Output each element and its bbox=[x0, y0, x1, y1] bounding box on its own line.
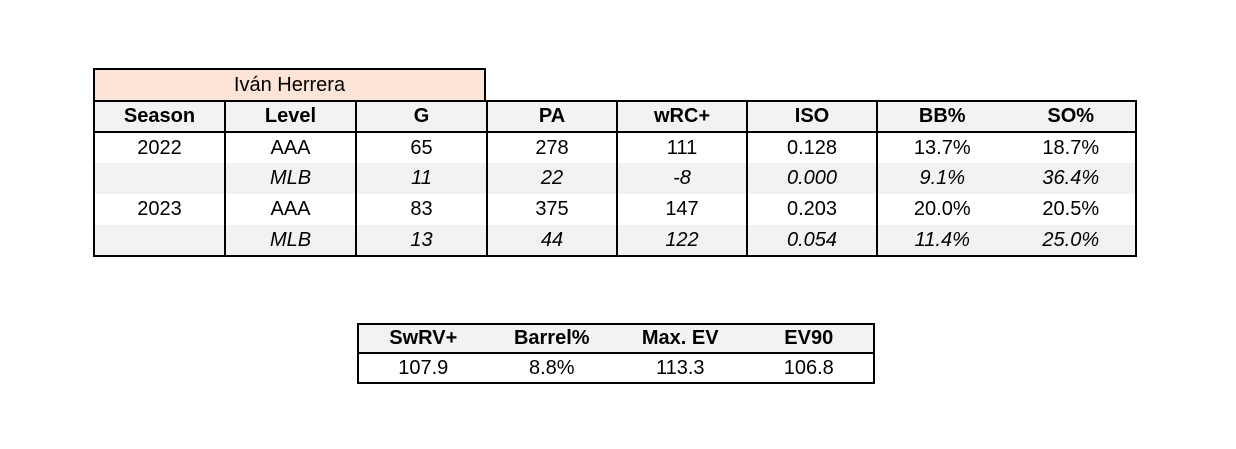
column-header-pa: PA bbox=[486, 100, 618, 133]
batted-ball-value-cell: 107.9 8.8% 113.3 106.8 bbox=[358, 353, 874, 383]
value-swrv: 107.9 bbox=[398, 356, 449, 379]
cell-iso: 0.203 bbox=[746, 194, 878, 225]
cell-so: 36.4% bbox=[1042, 167, 1100, 189]
cell-so: 20.5% bbox=[1042, 198, 1100, 220]
cell-wrcplus: 147 bbox=[616, 194, 748, 225]
cell-g: 11 bbox=[355, 163, 488, 194]
batted-ball-table: SwRV+ Barrel% Max. EV EV90 107.9 8.8% 11… bbox=[357, 323, 875, 384]
cell-iso: 0.128 bbox=[746, 132, 878, 163]
cell-so: 25.0% bbox=[1042, 228, 1100, 251]
cell-bb-so: 20.0% 20.5% bbox=[876, 194, 1137, 225]
cell-pa: 22 bbox=[486, 163, 618, 194]
cell-iso: 0.054 bbox=[746, 225, 878, 256]
column-header-bb: BB% bbox=[918, 105, 966, 127]
column-header-season: Season bbox=[93, 100, 226, 133]
column-header-so: SO% bbox=[1047, 105, 1095, 127]
cell-so: 18.7% bbox=[1042, 136, 1100, 159]
column-header-level: Level bbox=[224, 100, 357, 133]
batted-ball-table-container: SwRV+ Barrel% Max. EV EV90 107.9 8.8% 11… bbox=[357, 323, 875, 384]
column-header-ev90: EV90 bbox=[784, 327, 834, 349]
player-stats-table-container: Season Level G PA wRC+ ISO BB% SO% 2022 … bbox=[93, 100, 1137, 257]
value-barrel: 8.8% bbox=[528, 356, 575, 379]
table-row: 2022 AAA 65 278 111 0.128 13.7% 18.7% bbox=[93, 132, 1137, 163]
cell-g: 83 bbox=[355, 194, 488, 225]
cell-level: AAA bbox=[224, 194, 357, 225]
cell-season: 2023 bbox=[93, 194, 226, 225]
player-name-title: Iván Herrera bbox=[93, 68, 486, 100]
column-header-wrcplus: wRC+ bbox=[616, 100, 748, 133]
cell-season bbox=[93, 163, 226, 194]
cell-iso: 0.000 bbox=[746, 163, 878, 194]
column-header-iso: ISO bbox=[746, 100, 878, 133]
player-name-label: Iván Herrera bbox=[233, 73, 346, 96]
value-ev90: 106.8 bbox=[783, 356, 834, 379]
column-header-bb-so: BB% SO% bbox=[876, 100, 1137, 133]
cell-g: 65 bbox=[355, 132, 488, 163]
column-header-g: G bbox=[355, 100, 488, 133]
cell-wrcplus: 111 bbox=[616, 132, 748, 163]
cell-season: 2022 bbox=[93, 132, 226, 163]
batted-ball-header-cell: SwRV+ Barrel% Max. EV EV90 bbox=[357, 323, 875, 354]
column-header-barrel: Barrel% bbox=[513, 327, 590, 349]
cell-bb: 9.1% bbox=[919, 167, 966, 189]
column-header-swrv: SwRV+ bbox=[389, 327, 458, 349]
cell-level: MLB bbox=[224, 163, 357, 194]
cell-level: AAA bbox=[224, 132, 357, 163]
cell-bb: 20.0% bbox=[913, 198, 971, 220]
table-row: 107.9 8.8% 113.3 106.8 bbox=[358, 353, 874, 383]
cell-season bbox=[93, 225, 226, 256]
table-row: 2023 AAA 83 375 147 0.203 20.0% 20.5% bbox=[93, 194, 1137, 225]
cell-pa: 278 bbox=[486, 132, 618, 163]
cell-pa: 44 bbox=[486, 225, 618, 256]
cell-bb: 13.7% bbox=[913, 136, 971, 159]
cell-bb-so: 9.1% 36.4% bbox=[876, 163, 1137, 194]
cell-wrcplus: 122 bbox=[616, 225, 748, 256]
cell-bb: 11.4% bbox=[914, 228, 970, 251]
table-row: MLB 11 22 -8 0.000 9.1% 36.4% bbox=[93, 163, 1137, 194]
player-stats-table: Season Level G PA wRC+ ISO BB% SO% 2022 … bbox=[93, 100, 1137, 257]
cell-level: MLB bbox=[224, 225, 357, 256]
column-header-maxev: Max. EV bbox=[641, 327, 719, 349]
cell-bb-so: 11.4% 25.0% bbox=[876, 225, 1137, 256]
table-row: MLB 13 44 122 0.054 11.4% 25.0% bbox=[93, 225, 1137, 256]
header-row: SwRV+ Barrel% Max. EV EV90 bbox=[357, 323, 875, 354]
cell-bb-so: 13.7% 18.7% bbox=[876, 132, 1137, 163]
cell-wrcplus: -8 bbox=[616, 163, 748, 194]
cell-pa: 375 bbox=[486, 194, 618, 225]
header-row: Season Level G PA wRC+ ISO BB% SO% bbox=[93, 100, 1137, 133]
cell-g: 13 bbox=[355, 225, 488, 256]
value-maxev: 113.3 bbox=[655, 356, 705, 379]
